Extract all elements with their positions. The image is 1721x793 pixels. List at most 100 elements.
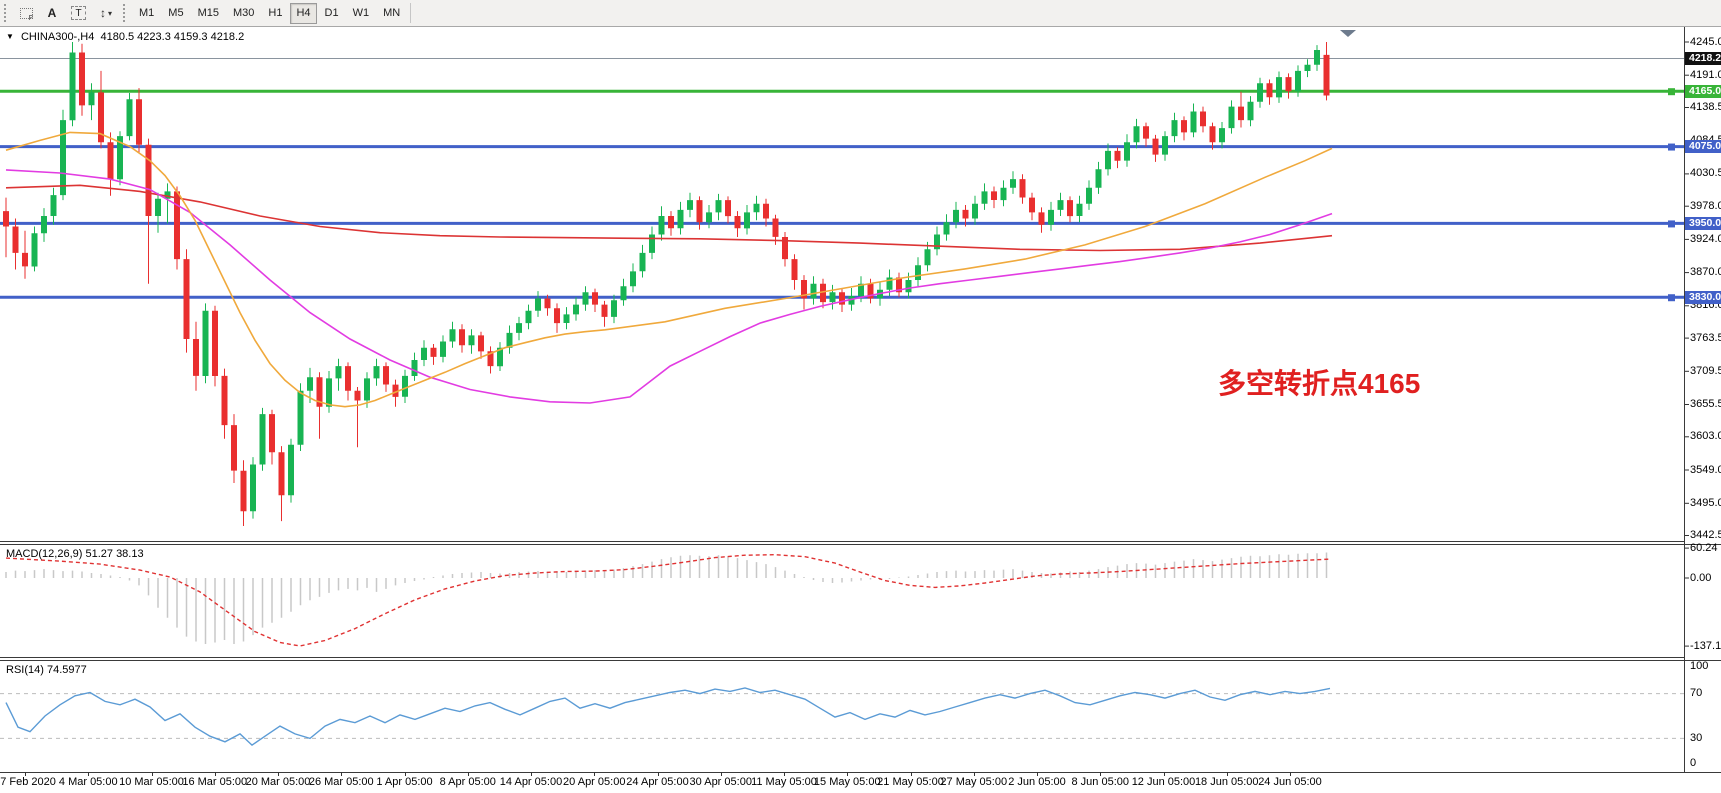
timeframe-toolbar: M1 M5 M15 M30 H1 H4 D1 W1 MN bbox=[132, 2, 407, 24]
arrow-styles-icon: ↕ bbox=[100, 6, 106, 20]
rsi-axis-label: 0 bbox=[1690, 756, 1697, 769]
price-axis-border bbox=[1684, 27, 1685, 773]
time-tick-mark bbox=[847, 772, 849, 776]
triangle-down-icon[interactable]: ▼ bbox=[6, 32, 14, 41]
toolbar-grip[interactable] bbox=[123, 4, 128, 22]
price-tick-label: 3870.0 bbox=[1690, 266, 1721, 279]
time-tick-label: 14 Apr 05:00 bbox=[499, 776, 563, 788]
timeframe-button-m5[interactable]: M5 bbox=[168, 7, 184, 19]
time-tick-mark bbox=[657, 772, 659, 776]
time-axis-border bbox=[0, 772, 1721, 773]
time-tick-label: 1 Apr 05:00 bbox=[376, 776, 433, 788]
timeframe-button-w1[interactable]: W1 bbox=[352, 7, 370, 19]
time-tick-mark bbox=[594, 772, 596, 776]
macd-panel bbox=[5, 552, 1331, 647]
time-tick-label: 18 Jun 05:00 bbox=[1194, 776, 1259, 788]
timeframe-button-m30[interactable]: M30 bbox=[232, 7, 255, 19]
macd-axis-label: 60.24 bbox=[1690, 541, 1718, 554]
hline-handle[interactable] bbox=[1668, 220, 1675, 228]
time-tick-label: 2 Jun 05:00 bbox=[1008, 776, 1066, 788]
time-tick-mark bbox=[25, 772, 26, 776]
time-tick-mark bbox=[151, 772, 153, 776]
price-tick-label: 3442.5 bbox=[1690, 529, 1721, 541]
hline-3950[interactable] bbox=[0, 220, 1684, 228]
current-price-badge: 4218.2 bbox=[1685, 52, 1721, 65]
price-tick-label: 4138.5 bbox=[1690, 101, 1721, 113]
time-tick-mark bbox=[278, 772, 279, 776]
arrow-tools-button[interactable]: ↕ ▾ bbox=[94, 3, 118, 24]
price-tick-label: 4030.5 bbox=[1690, 167, 1721, 180]
timeframe-button-d1[interactable]: D1 bbox=[324, 7, 339, 19]
letter-a-icon: A bbox=[47, 6, 57, 20]
time-tick-mark bbox=[1100, 772, 1102, 776]
time-tick-label: 21 May 05:00 bbox=[877, 776, 944, 788]
level-price-badge: 3950.0 bbox=[1685, 216, 1721, 230]
dashed-box-f-icon: F bbox=[20, 7, 33, 22]
rsi-axis-label: 70 bbox=[1690, 687, 1703, 700]
time-tick-label: 11 May 05:00 bbox=[751, 776, 817, 788]
timeframe-button-m15[interactable]: M15 bbox=[197, 7, 219, 19]
time-tick-mark bbox=[1290, 772, 1291, 776]
time-tick-mark bbox=[341, 772, 343, 776]
chart-shift-marker-icon[interactable] bbox=[1340, 30, 1356, 37]
hline-4165[interactable] bbox=[0, 88, 1684, 96]
time-tick-mark bbox=[404, 772, 406, 776]
chart-title: ▼ CHINA300-,H4 4180.5 4223.3 4159.3 4218… bbox=[6, 31, 244, 43]
time-tick-label: 27 May 05:00 bbox=[940, 776, 1008, 788]
price-tick-label: 3495.0 bbox=[1690, 496, 1721, 509]
macd-signal-line bbox=[5, 553, 1331, 647]
price-tick-label: 3549.0 bbox=[1690, 463, 1721, 476]
time-tick-mark bbox=[1037, 772, 1038, 776]
timeframe-button-h4[interactable]: H4 bbox=[290, 2, 317, 24]
candlestick-series bbox=[3, 42, 1330, 526]
level-price-badge: 4165.0 bbox=[1685, 84, 1721, 98]
timeframe-button-mn[interactable]: MN bbox=[383, 7, 401, 19]
time-tick-mark bbox=[1163, 772, 1165, 776]
price-tick-label: 3709.5 bbox=[1690, 364, 1721, 377]
time-tick-mark bbox=[467, 772, 469, 776]
hline-handle[interactable] bbox=[1668, 88, 1675, 96]
price-tick-label: 3924.0 bbox=[1690, 232, 1721, 245]
rsi-axis-label: 30 bbox=[1690, 731, 1703, 744]
rsi-panel bbox=[0, 687, 1684, 746]
text-label-button[interactable]: T bbox=[65, 3, 92, 24]
toolbar-separator bbox=[410, 3, 412, 23]
dashed-box-f-button[interactable]: F bbox=[14, 3, 39, 24]
hline-handle[interactable] bbox=[1668, 294, 1675, 302]
hline-handle[interactable] bbox=[1668, 143, 1675, 151]
time-tick-label: 20 Mar 05:00 bbox=[245, 776, 311, 788]
time-tick-mark bbox=[784, 772, 785, 776]
ma-fast-orange bbox=[5, 131, 1333, 408]
timeframe-button-h1[interactable]: H1 bbox=[268, 7, 283, 19]
panel-divider[interactable] bbox=[0, 657, 1685, 658]
panel-divider[interactable] bbox=[0, 660, 1721, 661]
time-tick-label: 8 Jun 05:00 bbox=[1071, 776, 1130, 788]
chart-title-ohlc: 4180.5 4223.3 4159.3 4218.2 bbox=[100, 31, 245, 43]
price-tick-label: 3763.5 bbox=[1690, 331, 1721, 344]
time-tick-mark bbox=[973, 772, 975, 776]
time-tick-label: 16 Mar 05:00 bbox=[182, 776, 248, 788]
time-tick-mark bbox=[1226, 772, 1228, 776]
toolbar-grip[interactable] bbox=[4, 4, 9, 22]
panel-divider[interactable] bbox=[0, 544, 1721, 545]
level-price-badge: 4075.0 bbox=[1685, 140, 1721, 154]
price-tick-label: 4245.0 bbox=[1690, 35, 1721, 48]
time-tick-mark bbox=[531, 772, 532, 776]
macd-axis-label: 0.00 bbox=[1690, 571, 1712, 584]
insert-text-button[interactable]: A bbox=[41, 3, 63, 24]
time-tick-label: 30 Apr 05:00 bbox=[689, 776, 752, 788]
timeframe-button-m1[interactable]: M1 bbox=[139, 7, 155, 19]
dropdown-caret-icon: ▾ bbox=[108, 8, 113, 18]
hline-4075[interactable] bbox=[0, 143, 1684, 151]
ma-mid-magenta bbox=[5, 169, 1333, 404]
rsi-line bbox=[5, 687, 1331, 746]
chart-title-symbol: CHINA300-,H4 bbox=[20, 31, 95, 43]
text-annotation[interactable]: 多空转折点4165 bbox=[1218, 368, 1421, 399]
time-tick-mark bbox=[720, 772, 722, 776]
price-tick-label: 3978.0 bbox=[1690, 199, 1721, 212]
price-tick-label: 3655.5 bbox=[1690, 398, 1721, 410]
time-tick-label: 8 Apr 05:00 bbox=[439, 776, 496, 788]
panel-divider[interactable] bbox=[0, 541, 1685, 542]
ma-slow-red bbox=[5, 184, 1333, 252]
